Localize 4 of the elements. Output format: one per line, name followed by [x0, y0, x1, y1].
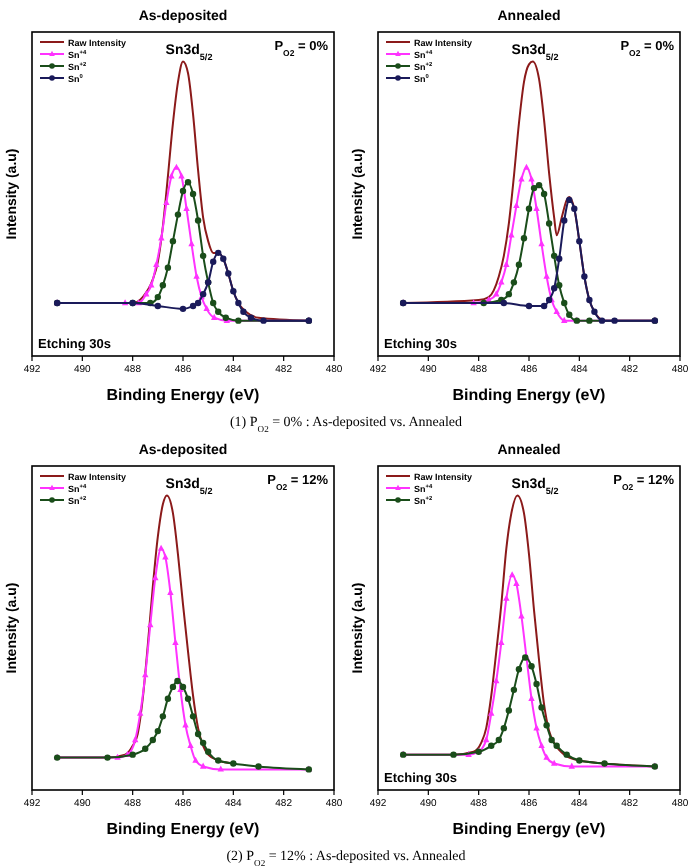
- x-axis-title: Binding Energy (eV): [106, 386, 261, 404]
- x-axis-title: Binding Energy (eV): [106, 820, 261, 838]
- x-axis-title: Binding Energy (eV): [452, 820, 607, 838]
- x-axis-title: Binding Energy (eV): [452, 386, 607, 404]
